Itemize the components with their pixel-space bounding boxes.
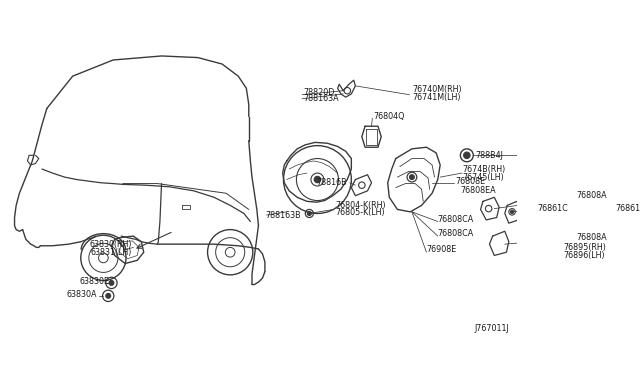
Text: 76808A: 76808A [577, 191, 607, 200]
Circle shape [106, 294, 111, 298]
Text: 76895(RH): 76895(RH) [563, 243, 606, 252]
Text: 76740M(RH): 76740M(RH) [412, 86, 461, 94]
Text: 788B4J: 788B4J [475, 151, 503, 160]
Text: 63830(RH): 63830(RH) [89, 240, 132, 248]
Text: 7674B(RH): 7674B(RH) [463, 164, 506, 174]
Text: 76861C: 76861C [537, 204, 568, 213]
Text: 63830A: 63830A [67, 290, 97, 299]
Text: 76896(LH): 76896(LH) [563, 251, 605, 260]
Text: 76808CA: 76808CA [438, 215, 474, 224]
Text: 78820D: 78820D [303, 88, 334, 97]
Circle shape [314, 176, 321, 183]
Text: J767011J: J767011J [474, 324, 509, 333]
Text: 76804-K(RH): 76804-K(RH) [335, 201, 386, 210]
Circle shape [511, 210, 514, 214]
Text: 76908E: 76908E [426, 245, 457, 254]
Text: 76808CA: 76808CA [438, 229, 474, 238]
Circle shape [410, 175, 414, 180]
Text: 76808A: 76808A [577, 233, 607, 242]
Text: 76808EA: 76808EA [460, 186, 496, 195]
Text: 76741M(LH): 76741M(LH) [412, 93, 460, 102]
Circle shape [109, 280, 114, 285]
Text: 78816B: 78816B [317, 178, 348, 187]
Circle shape [463, 152, 470, 158]
Text: 76805-K(LH): 76805-K(LH) [335, 208, 385, 217]
Text: 788163A: 788163A [303, 94, 339, 103]
Circle shape [307, 211, 311, 215]
Text: 788163B: 788163B [265, 211, 301, 219]
Text: 76808E: 76808E [456, 177, 486, 186]
Text: 63830E: 63830E [79, 277, 109, 286]
Text: 76745(LH): 76745(LH) [463, 173, 504, 182]
Text: 63831(LH): 63831(LH) [90, 248, 132, 257]
Text: 76804Q: 76804Q [373, 112, 404, 121]
Text: 76861C: 76861C [616, 204, 640, 213]
